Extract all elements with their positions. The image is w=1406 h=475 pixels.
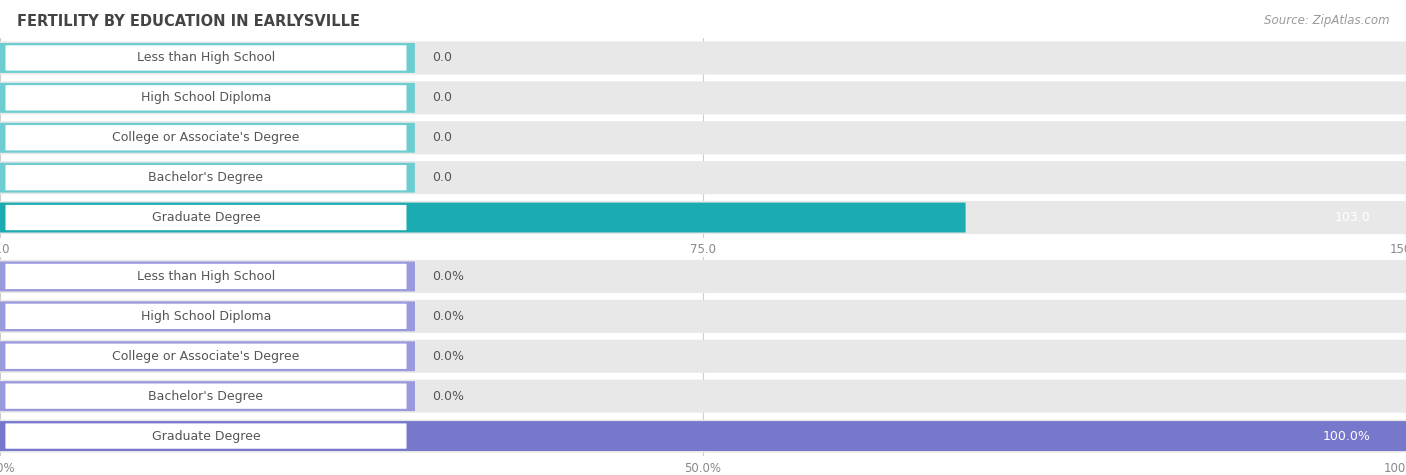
Text: 0.0: 0.0: [432, 171, 451, 184]
FancyBboxPatch shape: [0, 381, 415, 411]
FancyBboxPatch shape: [0, 302, 415, 332]
FancyBboxPatch shape: [0, 340, 1406, 373]
Text: High School Diploma: High School Diploma: [141, 310, 271, 323]
Text: Graduate Degree: Graduate Degree: [152, 211, 260, 224]
FancyBboxPatch shape: [0, 341, 415, 371]
Text: Graduate Degree: Graduate Degree: [152, 429, 260, 443]
Text: 0.0%: 0.0%: [432, 310, 464, 323]
Text: High School Diploma: High School Diploma: [141, 91, 271, 104]
FancyBboxPatch shape: [0, 43, 415, 73]
Text: 0.0: 0.0: [432, 131, 451, 144]
Text: 100.0%: 100.0%: [1323, 429, 1371, 443]
FancyBboxPatch shape: [6, 423, 406, 449]
FancyBboxPatch shape: [0, 121, 1406, 154]
FancyBboxPatch shape: [0, 421, 1406, 451]
FancyBboxPatch shape: [0, 81, 1406, 114]
FancyBboxPatch shape: [6, 85, 406, 111]
FancyBboxPatch shape: [6, 343, 406, 369]
FancyBboxPatch shape: [6, 125, 406, 151]
FancyBboxPatch shape: [0, 41, 1406, 75]
FancyBboxPatch shape: [0, 300, 1406, 333]
FancyBboxPatch shape: [0, 123, 415, 153]
FancyBboxPatch shape: [6, 45, 406, 71]
Text: 103.0: 103.0: [1336, 211, 1371, 224]
Text: 0.0%: 0.0%: [432, 390, 464, 403]
Text: FERTILITY BY EDUCATION IN EARLYSVILLE: FERTILITY BY EDUCATION IN EARLYSVILLE: [17, 14, 360, 29]
Text: Bachelor's Degree: Bachelor's Degree: [149, 171, 263, 184]
Text: Less than High School: Less than High School: [136, 270, 276, 283]
Text: Bachelor's Degree: Bachelor's Degree: [149, 390, 263, 403]
FancyBboxPatch shape: [0, 83, 415, 113]
Text: 0.0%: 0.0%: [432, 270, 464, 283]
FancyBboxPatch shape: [0, 161, 1406, 194]
Text: 0.0%: 0.0%: [432, 350, 464, 363]
Text: College or Associate's Degree: College or Associate's Degree: [112, 350, 299, 363]
FancyBboxPatch shape: [0, 260, 1406, 293]
Text: 0.0: 0.0: [432, 51, 451, 65]
FancyBboxPatch shape: [6, 383, 406, 409]
FancyBboxPatch shape: [0, 380, 1406, 413]
FancyBboxPatch shape: [6, 165, 406, 190]
FancyBboxPatch shape: [0, 201, 1406, 234]
Text: College or Associate's Degree: College or Associate's Degree: [112, 131, 299, 144]
Text: Less than High School: Less than High School: [136, 51, 276, 65]
FancyBboxPatch shape: [0, 419, 1406, 453]
FancyBboxPatch shape: [6, 264, 406, 289]
FancyBboxPatch shape: [6, 304, 406, 329]
FancyBboxPatch shape: [0, 203, 966, 233]
FancyBboxPatch shape: [0, 162, 415, 193]
FancyBboxPatch shape: [6, 205, 406, 230]
Text: Source: ZipAtlas.com: Source: ZipAtlas.com: [1264, 14, 1389, 27]
FancyBboxPatch shape: [0, 261, 415, 292]
Text: 0.0: 0.0: [432, 91, 451, 104]
